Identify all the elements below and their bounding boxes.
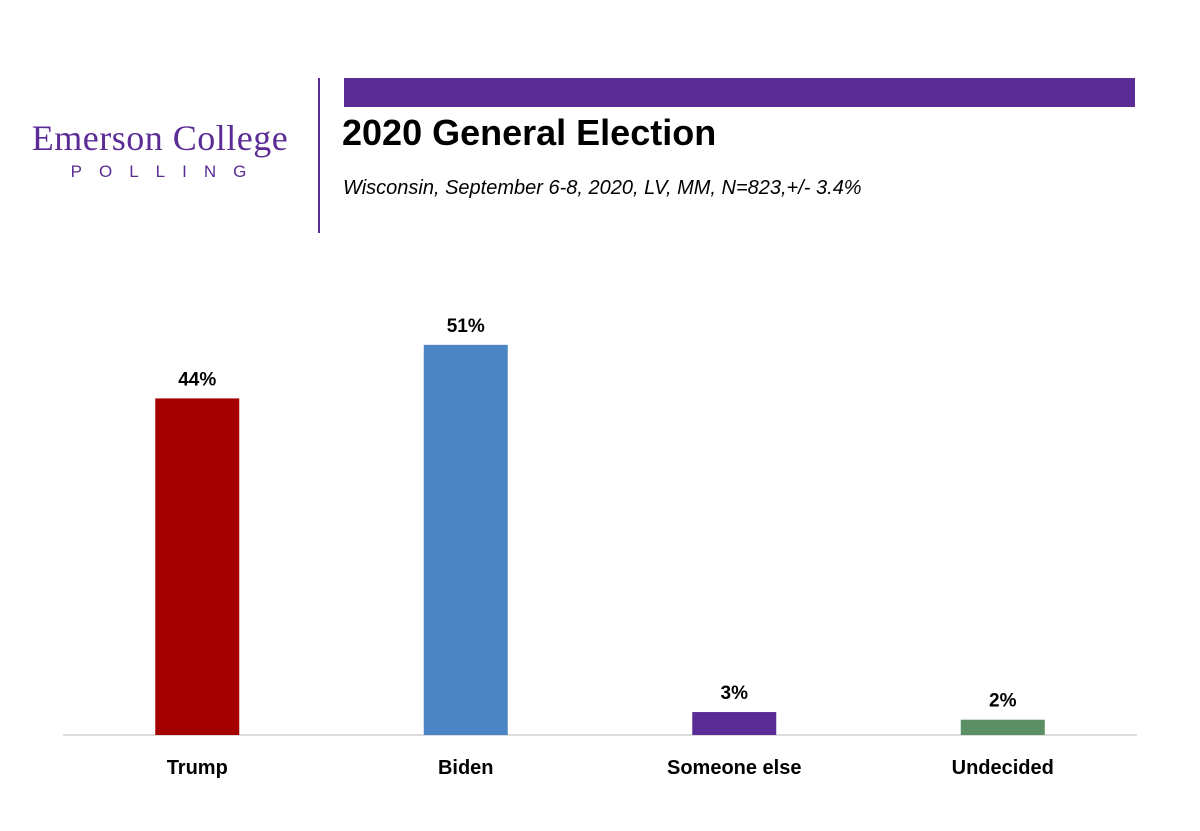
x-tick-label-trump: Trump [167,757,228,779]
logo-subtitle: POLLING [70,162,264,181]
x-tick-label-biden: Biden [438,757,494,779]
bar-biden [423,344,508,735]
data-label-trump: 44% [178,369,216,390]
bar-trump [155,398,240,735]
chart-title: 2020 General Election [342,112,717,153]
bar-undecided [960,719,1045,735]
data-label-someone-else: 3% [721,683,749,704]
chart-subtitle: Wisconsin, September 6-8, 2020, LV, MM, … [343,177,862,199]
data-label-biden: 51% [447,316,485,337]
x-tick-label-undecided: Undecided [952,757,1054,779]
logo-name: Emerson College [31,118,289,158]
bar-someone-else [692,712,777,735]
data-label-undecided: 2% [989,691,1017,712]
header-divider [318,78,320,233]
header-accent-bar [344,78,1135,107]
emerson-college-polling-logo: Emerson College POLLING [20,116,300,182]
x-tick-label-someone-else: Someone else [667,757,802,779]
